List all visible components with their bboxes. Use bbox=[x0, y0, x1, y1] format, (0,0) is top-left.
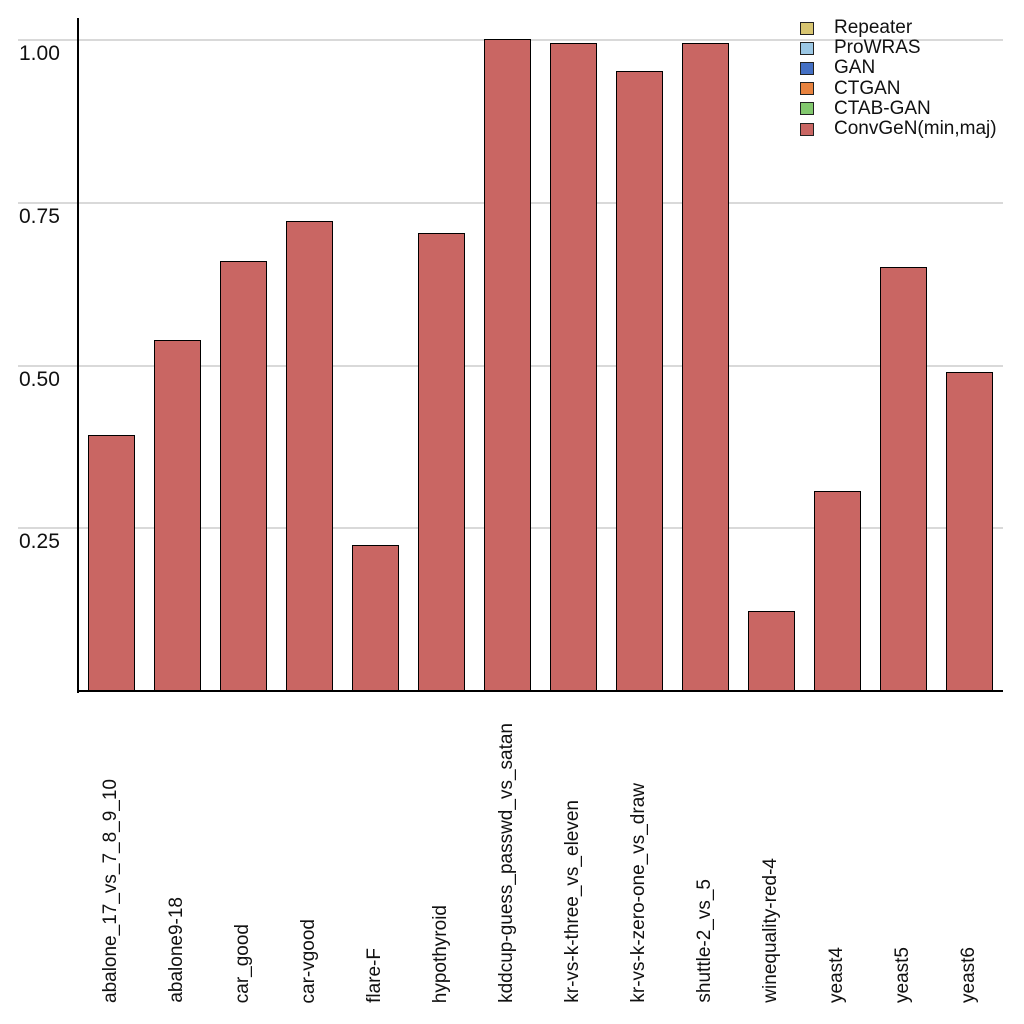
bar bbox=[747, 610, 795, 692]
x-tick-label: car_good bbox=[232, 923, 253, 1003]
legend-label: ConvGeN(min,maj) bbox=[834, 118, 997, 140]
x-tick-label: kr-vs-k-zero-one_vs_draw bbox=[628, 783, 649, 1003]
legend-row: ConvGeN(min,maj) bbox=[800, 119, 997, 139]
legend-label: CTAB-GAN bbox=[834, 97, 931, 119]
bar bbox=[87, 435, 135, 692]
legend-swatch bbox=[800, 102, 814, 116]
legend-label: CTGAN bbox=[834, 77, 901, 99]
bar bbox=[945, 372, 993, 692]
legend-label: Repeater bbox=[834, 17, 913, 39]
bar bbox=[813, 491, 861, 692]
bar bbox=[879, 266, 927, 692]
bar bbox=[681, 42, 729, 692]
bar bbox=[153, 340, 201, 692]
x-tick-label: hypothyroid bbox=[430, 904, 451, 1003]
legend-swatch bbox=[800, 41, 814, 55]
x-tick-label: yeast4 bbox=[826, 947, 847, 1003]
legend-row: ProWRAS bbox=[800, 38, 997, 58]
bar bbox=[285, 220, 333, 692]
bar bbox=[417, 233, 465, 692]
bar bbox=[219, 261, 267, 692]
x-tick-label: winequality-red-4 bbox=[760, 858, 781, 1003]
legend: Repeater ProWRAS GAN CTGAN CTAB-GAN ConvGeN(m… bbox=[800, 18, 997, 139]
x-tick-label: car-vgood bbox=[298, 918, 319, 1004]
x-tick-label: kr-vs-k-three_vs_eleven bbox=[562, 800, 583, 1003]
x-tick-label: flare-F bbox=[364, 948, 385, 1003]
x-tick-label: abalone9-18 bbox=[166, 897, 187, 1003]
legend-swatch bbox=[800, 122, 814, 136]
bar bbox=[615, 71, 663, 692]
x-tick-label: kddcup-guess_passwd_vs_satan bbox=[496, 723, 517, 1003]
legend-label: ProWRAS bbox=[834, 37, 921, 59]
legend-swatch bbox=[800, 82, 814, 96]
y-tick-label: 0.25 bbox=[19, 530, 60, 554]
x-tick-label: yeast5 bbox=[892, 947, 913, 1003]
y-tick-label: 0.75 bbox=[19, 204, 60, 228]
bar bbox=[549, 42, 597, 692]
bar bbox=[351, 545, 399, 692]
legend-swatch bbox=[800, 21, 814, 35]
y-tick-label: 1.00 bbox=[19, 42, 60, 65]
x-axis-line bbox=[77, 690, 1003, 692]
legend-row: CTAB-GAN bbox=[800, 97, 997, 119]
legend-row: CTGAN bbox=[800, 77, 997, 99]
legend-swatch bbox=[800, 61, 814, 75]
x-tick-label: abalone_17_vs_7_8_9_10 bbox=[100, 779, 121, 1003]
x-tick-label: yeast6 bbox=[958, 947, 979, 1003]
legend-label: GAN bbox=[834, 57, 876, 79]
x-tick-label: shuttle-2_vs_5 bbox=[694, 879, 715, 1003]
y-axis-line bbox=[77, 18, 79, 693]
y-tick-label: 0.50 bbox=[19, 367, 60, 391]
legend-row: GAN bbox=[800, 58, 997, 78]
legend-row: Repeater bbox=[800, 18, 997, 38]
bar bbox=[483, 38, 531, 692]
